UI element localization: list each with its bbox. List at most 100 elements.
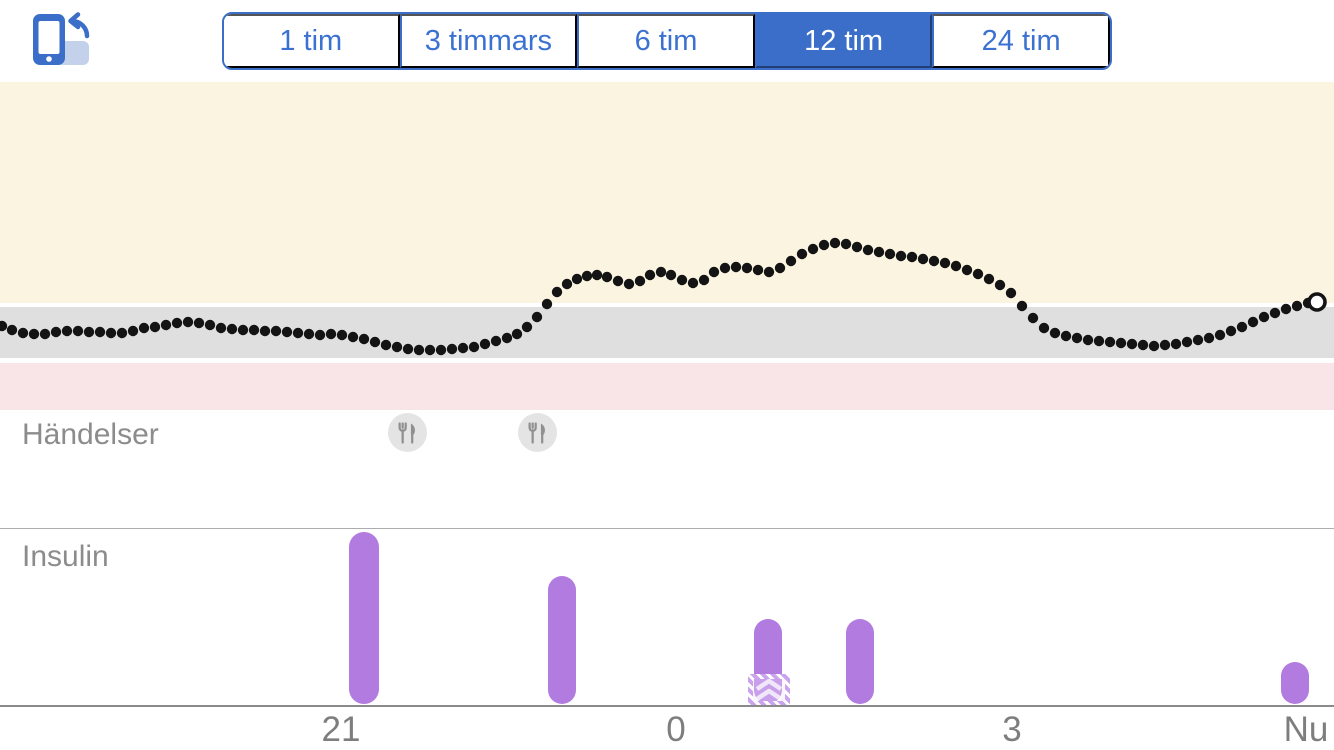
glucose-dot: [796, 248, 808, 260]
glucose-dot: [581, 270, 593, 282]
glucose-dot: [204, 319, 216, 331]
meal-event-icon[interactable]: [517, 413, 557, 452]
glucose-dot: [1093, 335, 1105, 347]
rotate-device-icon[interactable]: [22, 10, 98, 72]
glucose-dot: [541, 298, 553, 310]
glucose-dot: [851, 241, 863, 253]
glucose-dot: [1236, 321, 1248, 333]
glucose-dot: [763, 266, 775, 278]
glucose-dot: [634, 275, 646, 287]
glucose-dot: [972, 268, 984, 280]
glucose-dot: [402, 343, 414, 355]
glucose-dot: [391, 341, 403, 353]
glucose-dot: [1082, 334, 1094, 346]
glucose-dot: [1071, 332, 1083, 344]
glucose-dot: [457, 342, 469, 354]
glucose-dot: [1269, 307, 1281, 319]
glucose-dot: [248, 324, 260, 336]
glucose-dot: [983, 273, 995, 285]
segment-12-tim[interactable]: 12 tim: [754, 14, 933, 68]
glucose-dot: [1148, 340, 1160, 352]
glucose-dot: [655, 266, 667, 278]
glucose-dot: [303, 328, 315, 340]
glucose-dot: [774, 262, 786, 274]
glucose-dot: [521, 321, 533, 333]
glucose-dot: [468, 341, 480, 353]
glucose-dot: [237, 324, 249, 336]
glucose-dot: [676, 274, 688, 286]
glucose-dot: [160, 319, 172, 331]
axis-tick-label: Nu: [1283, 710, 1329, 749]
segment-6-tim[interactable]: 6 tim: [577, 14, 755, 68]
glucose-dot: [1170, 338, 1182, 350]
glucose-dot: [72, 325, 84, 337]
glucose-dot: [906, 251, 918, 263]
glucose-dot: [531, 311, 543, 323]
glucose-dot: [380, 339, 392, 351]
glucose-dot: [644, 269, 656, 281]
segment-3-timmars[interactable]: 3 timmars: [399, 14, 578, 68]
glucose-dot: [1247, 316, 1259, 328]
glucose-dot: [226, 323, 238, 335]
glucose-dot: [895, 250, 907, 262]
glucose-dot: [873, 246, 885, 258]
glucose-dot: [994, 279, 1006, 291]
glucose-dot: [105, 327, 117, 339]
glucose-dot: [752, 264, 764, 276]
glucose-dot: [1203, 332, 1215, 344]
glucose-dot: [807, 243, 819, 255]
segment-24-tim[interactable]: 24 tim: [932, 14, 1110, 68]
glucose-dot: [149, 321, 161, 333]
glucose-dot: [259, 325, 271, 337]
glucose-dot: [479, 338, 491, 350]
glucose-dot: [1137, 339, 1149, 351]
insulin-dose-bar: [349, 532, 379, 704]
glucose-dot: [561, 278, 573, 290]
segment-1-tim[interactable]: 1 tim: [224, 14, 400, 68]
axis-tick-label: 3: [1002, 710, 1022, 749]
glucose-dot: [829, 237, 841, 249]
glucose-dot: [435, 344, 447, 356]
insulin-dose-bar: [846, 619, 874, 704]
glucose-dot: [116, 327, 128, 339]
glucose-dot: [270, 325, 282, 337]
fork-knife-icon: [398, 421, 415, 444]
glucose-dot: [1049, 327, 1061, 339]
events-row-label: Händelser: [22, 418, 159, 451]
glucose-dot: [939, 257, 951, 269]
glucose-dot: [708, 266, 720, 278]
glucose-dot: [741, 262, 753, 274]
glucose-dot: [1258, 311, 1270, 323]
glucose-dot: [1214, 329, 1226, 341]
glucose-dot: [17, 327, 29, 339]
double-chevron-up-icon: [755, 679, 783, 701]
glucose-dot: [917, 253, 929, 265]
glucose-dot: [571, 273, 583, 285]
glucose-dot: [730, 261, 742, 273]
glucose-dot: [1192, 334, 1204, 346]
glucose-dot: [347, 331, 359, 343]
glucose-dot: [446, 343, 458, 355]
glucose-dot: [698, 274, 710, 286]
glucose-dot: [687, 277, 699, 289]
glucose-dot: [1159, 339, 1171, 351]
glucose-dot: [623, 278, 635, 290]
insulin-row-label: Insulin: [22, 540, 109, 573]
glucose-dot: [1038, 322, 1050, 334]
glucose-dot: [1181, 336, 1193, 348]
glucose-dot: [424, 344, 436, 356]
glucose-dot: [413, 344, 425, 356]
axis-tick-label: 21: [321, 710, 361, 749]
meal-event-icon[interactable]: [387, 413, 427, 452]
glucose-dot: [551, 286, 563, 298]
glucose-dot: [1005, 287, 1017, 299]
glucose-dot: [591, 269, 603, 281]
glucose-dot: [292, 327, 304, 339]
top-bar: 1 tim 3 timmars 6 tim 12 tim 24 tim: [0, 0, 1334, 82]
glucose-dot: [50, 326, 62, 338]
glucose-dot: [39, 328, 51, 340]
glucose-dot: [193, 317, 205, 329]
axis-tick-label: 0: [666, 710, 686, 749]
glucose-dot: [1060, 330, 1072, 342]
